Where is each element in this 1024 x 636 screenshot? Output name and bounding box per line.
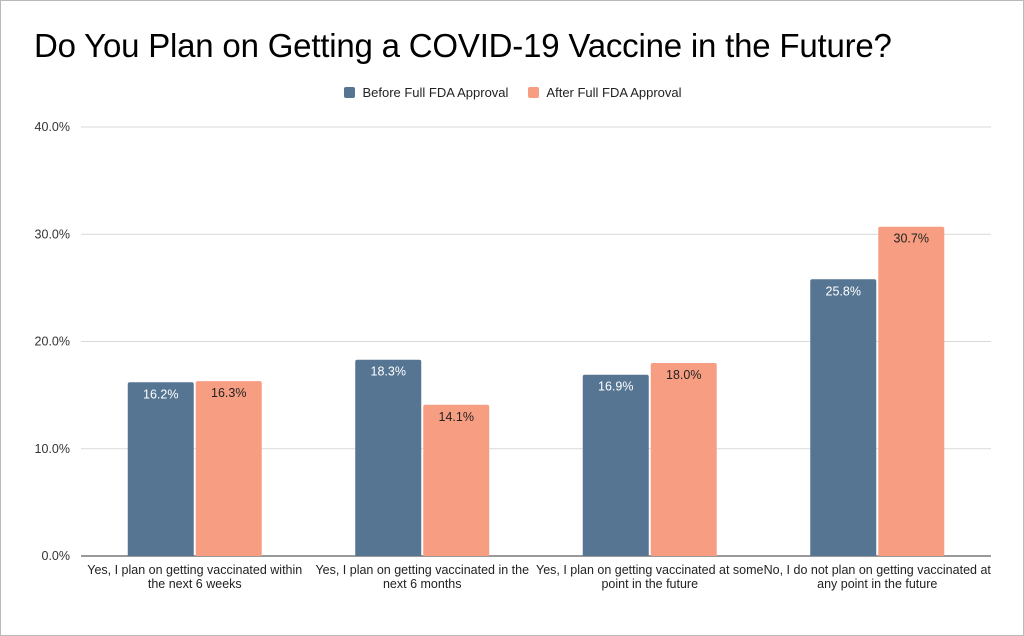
y-tick-label: 30.0% (35, 227, 70, 241)
legend: Before Full FDA Approval After Full FDA … (1, 85, 1024, 100)
bar-value-label: 16.2% (143, 387, 178, 401)
bar-value-label: 25.8% (826, 284, 861, 298)
x-category-label: Yes, I plan on getting vaccinated within… (87, 563, 303, 591)
bar-after (878, 226, 945, 556)
chart-title: Do You Plan on Getting a COVID-19 Vaccin… (34, 27, 892, 64)
bar-value-label: 18.0% (666, 368, 701, 382)
bar-before (810, 279, 877, 556)
bar-value-label: 30.7% (894, 232, 929, 246)
x-category-label: Yes, I plan on getting vaccinated in the… (315, 563, 530, 591)
y-tick-label: 10.0% (35, 442, 70, 456)
legend-label-after: After Full FDA Approval (546, 85, 682, 100)
legend-swatch-after (528, 87, 540, 98)
bar-value-label: 18.3% (371, 365, 406, 379)
legend-swatch-before (344, 87, 356, 98)
bar-value-label: 14.1% (439, 410, 474, 424)
legend-item-before[interactable]: Before Full FDA Approval (344, 85, 508, 100)
x-category-label: Yes, I plan on getting vaccinated at som… (536, 563, 764, 591)
y-tick-label: 0.0% (42, 549, 71, 563)
y-tick-label: 40.0% (35, 120, 70, 134)
bar-before (127, 382, 194, 556)
bar-after (195, 381, 262, 556)
legend-item-after[interactable]: After Full FDA Approval (528, 85, 682, 100)
bar-before (582, 374, 649, 556)
bar-after (650, 362, 717, 556)
x-category-label: No, I do not plan on getting vaccinated … (763, 563, 991, 591)
bar-before (355, 359, 422, 556)
bar-value-label: 16.9% (598, 380, 633, 394)
legend-label-before: Before Full FDA Approval (362, 85, 509, 100)
y-tick-label: 20.0% (35, 335, 70, 349)
bar-value-label: 16.3% (211, 386, 246, 400)
bar-after (423, 404, 490, 556)
